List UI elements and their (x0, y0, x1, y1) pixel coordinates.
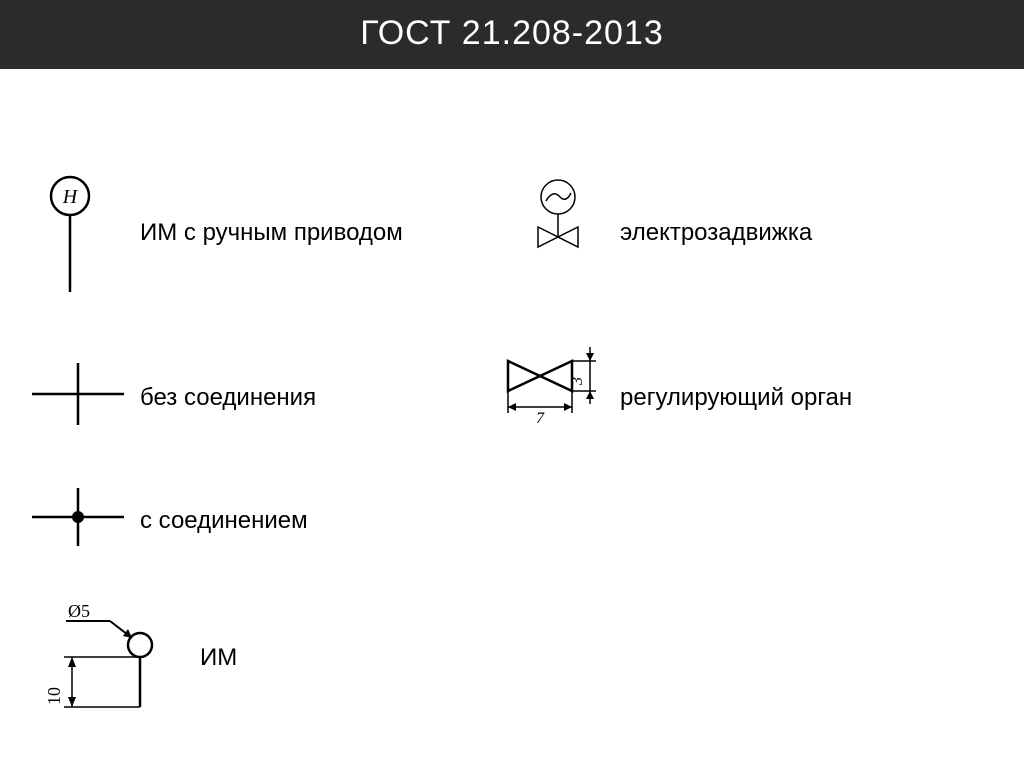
im-label: ИМ (200, 644, 237, 672)
item-regulating-body: 7 3 (500, 339, 610, 429)
svg-text:H: H (62, 186, 79, 208)
item-electro-valve (528, 177, 588, 267)
with-connection-label: с соединением (140, 507, 308, 535)
cross-icon (28, 359, 128, 429)
manual-actuator-label: ИМ с ручным приводом (140, 219, 403, 247)
dim-diam-label: Ø5 (68, 601, 90, 621)
item-im: Ø5 10 (24, 599, 174, 719)
valve-dimensioned-icon: 7 3 (500, 339, 610, 429)
item-manual-actuator: H (40, 174, 100, 302)
page-title: ГОСТ 21.208-2013 (0, 0, 1024, 69)
no-connection-label: без соединения (140, 384, 316, 412)
regulating-body-label: регулирующий орган (620, 384, 852, 412)
manual-actuator-icon: H (40, 174, 100, 302)
item-with-connection (28, 484, 128, 550)
electro-valve-icon (528, 177, 588, 267)
electro-valve-label: электрозадвижка (620, 219, 812, 247)
dim-height-label: 10 (44, 687, 64, 705)
circle-dims-icon: Ø5 10 (24, 599, 174, 719)
dim-v-label: 3 (569, 377, 586, 386)
item-no-connection (28, 359, 128, 429)
cross-dot-icon (28, 484, 128, 550)
symbols-panel: H ИМ с ручным приводом электрозадвижка б… (0, 69, 1024, 766)
dim-h-label: 7 (536, 410, 545, 427)
